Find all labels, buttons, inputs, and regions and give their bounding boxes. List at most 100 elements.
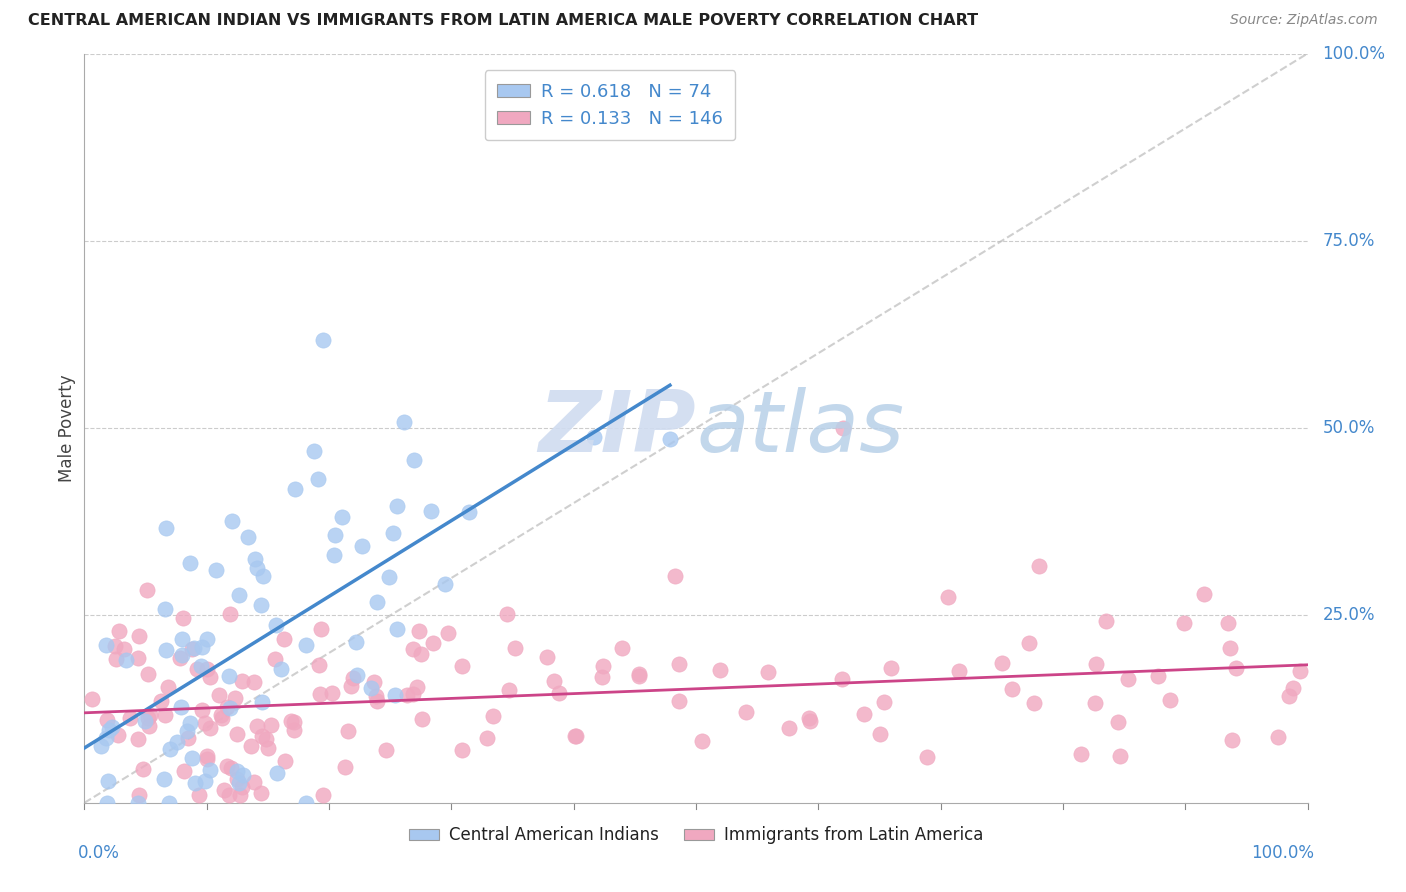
Point [90,739,112,753]
Point [218,701,240,715]
Point [408,624,430,638]
Point [134,714,156,729]
Point [322,548,344,562]
Point [377,569,399,583]
Point [153,707,176,722]
Point [194,774,217,789]
Point [173,764,195,779]
Point [831,421,853,435]
Point [136,711,159,725]
Point [246,560,269,574]
Point [990,657,1012,671]
Point [264,618,287,632]
Point [172,632,194,646]
Point [191,703,214,717]
Point [330,510,353,524]
Point [246,719,269,733]
Point [187,789,209,803]
Point [543,674,565,689]
Text: Source: ZipAtlas.com: Source: ZipAtlas.com [1230,13,1378,28]
Point [304,444,326,458]
Point [104,639,127,653]
Point [157,796,180,810]
Point [385,622,408,636]
Point [128,789,150,803]
Point [799,714,821,729]
Point [155,520,177,534]
Point [218,789,240,803]
Point [128,629,150,643]
Point [692,734,714,748]
Point [1225,661,1247,675]
Point [583,430,606,444]
Point [166,734,188,748]
Point [181,751,204,765]
Point [450,659,472,673]
Point [392,415,415,429]
Point [177,731,200,745]
Point [274,754,297,768]
Point [252,695,274,709]
Point [628,669,651,683]
Point [186,662,208,676]
Point [273,632,295,647]
Text: 50.0%: 50.0% [1322,419,1375,437]
Point [211,711,233,725]
Point [915,750,938,764]
Point [565,729,588,743]
Point [592,659,614,673]
Point [170,700,193,714]
Point [869,727,891,741]
Point [195,752,218,766]
Point [179,716,201,731]
Point [155,643,177,657]
Point [127,732,149,747]
Point [218,669,240,683]
Point [799,711,821,725]
Point [249,786,271,800]
Point [205,563,228,577]
Point [312,333,335,347]
Point [159,742,181,756]
Point [225,727,247,741]
Point [114,653,136,667]
Point [395,688,418,702]
Point [1001,681,1024,696]
Point [458,505,481,519]
Point [536,649,558,664]
Point [498,682,520,697]
Point [240,739,263,753]
Point [344,634,367,648]
Point [948,664,970,678]
Point [228,588,250,602]
Point [1159,693,1181,707]
Point [169,651,191,665]
Point [264,652,287,666]
Point [709,663,731,677]
Point [197,662,219,676]
Point [1281,681,1303,695]
Point [127,796,149,810]
Point [307,472,329,486]
Point [1116,672,1139,686]
Point [94,731,117,745]
Point [195,632,218,646]
Point [564,730,586,744]
Point [1219,641,1241,656]
Point [481,708,503,723]
Point [295,796,318,810]
Point [243,551,266,566]
Point [880,661,903,675]
Point [101,720,124,734]
Point [360,681,382,695]
Point [266,765,288,780]
Point [139,708,162,723]
Point [198,670,221,684]
Point [406,680,429,694]
Text: 0.0%: 0.0% [79,844,120,862]
Point [252,569,274,583]
Point [218,607,240,621]
Point [831,673,853,687]
Point [250,729,273,743]
Point [221,514,243,528]
